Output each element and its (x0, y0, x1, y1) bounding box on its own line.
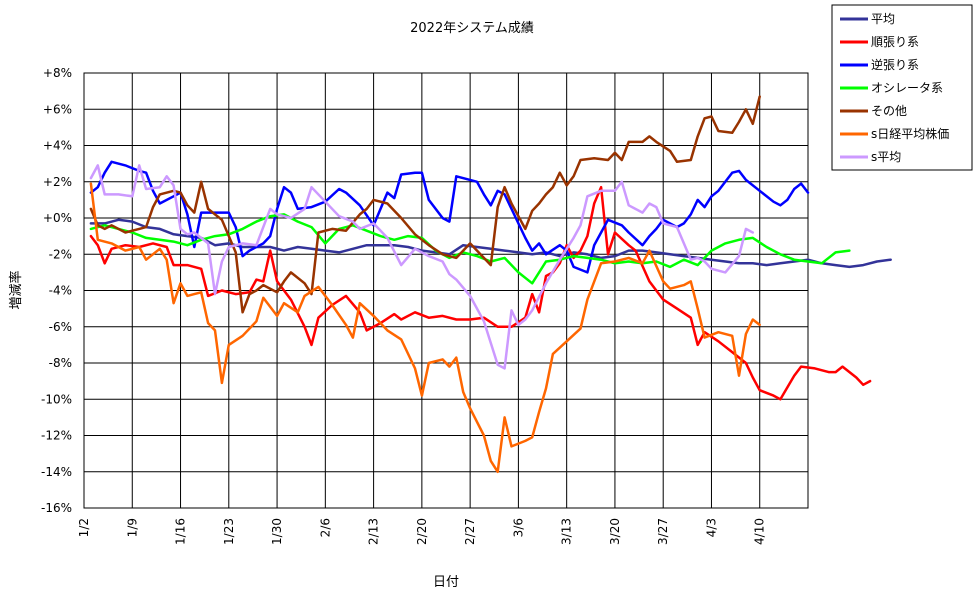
y-tick-label: +2% (43, 175, 72, 189)
series-line-7 (89, 164, 755, 370)
x-gridlines (83, 73, 761, 508)
legend-label: 平均 (871, 12, 895, 26)
legend-label: 逆張り系 (871, 57, 919, 72)
series-line-3 (89, 160, 810, 274)
x-tick-label: 2/27 (463, 518, 477, 545)
legend-label: s日経平均株価 (871, 126, 949, 141)
x-axis-label: 日付 (433, 575, 459, 590)
y-tick-label: +0% (43, 211, 72, 225)
x-tick-label: 3/20 (608, 518, 622, 545)
y-tick-label: +4% (43, 139, 72, 153)
series-lines (89, 95, 892, 474)
x-axis-tick-labels: 1/2 1/9 1/16 1/23 1/30 2/6 2/13 2/20 2/27 3/6 3/13… (77, 518, 767, 545)
y-tick-label: -12% (41, 429, 72, 443)
y-tick-label: -14% (41, 465, 72, 479)
x-tick-label: 2/20 (415, 518, 429, 545)
y-tick-label: -10% (41, 392, 72, 406)
chart-title: 2022年システム成績 (410, 21, 534, 36)
plot-area (83, 72, 892, 509)
legend-label: s平均 (871, 150, 901, 164)
x-tick-label: 4/3 (704, 518, 718, 537)
x-tick-label: 3/6 (511, 518, 525, 537)
y-axis-label: 増減率 (8, 270, 24, 309)
legend-label: オシレータ系 (871, 81, 943, 95)
legend-label: その他 (871, 104, 907, 118)
series-line-4 (89, 213, 851, 285)
y-tick-label: -4% (49, 284, 72, 298)
x-tick-label: 1/2 (77, 518, 91, 537)
x-tick-label: 4/10 (753, 518, 767, 545)
x-tick-label: 2/13 (367, 518, 381, 545)
series-line-6 (89, 182, 761, 474)
y-tick-label: -8% (49, 356, 72, 370)
y-tick-label: -2% (49, 247, 72, 261)
x-tick-label: 1/30 (270, 518, 284, 545)
legend-label: 順張り系 (871, 35, 919, 49)
x-tick-label: 1/9 (125, 518, 139, 537)
x-tick-label: 3/27 (656, 518, 670, 545)
y-tick-label: -16% (41, 501, 72, 515)
series-line-5 (89, 95, 761, 314)
x-tick-label: 2/6 (318, 518, 332, 537)
series-line-1 (89, 218, 892, 269)
y-tick-label: +6% (43, 102, 72, 116)
x-tick-label: 1/16 (174, 518, 188, 545)
x-tick-label: 3/13 (560, 518, 574, 545)
y-axis-tick-labels: +8% +6% +4% +2% +0% -2% -4% -6% -8% -10% -12% -14% -… (41, 66, 72, 515)
y-tick-label: +8% (43, 66, 72, 80)
x-tick-label: 1/23 (222, 518, 236, 545)
y-tick-label: -6% (49, 320, 72, 334)
